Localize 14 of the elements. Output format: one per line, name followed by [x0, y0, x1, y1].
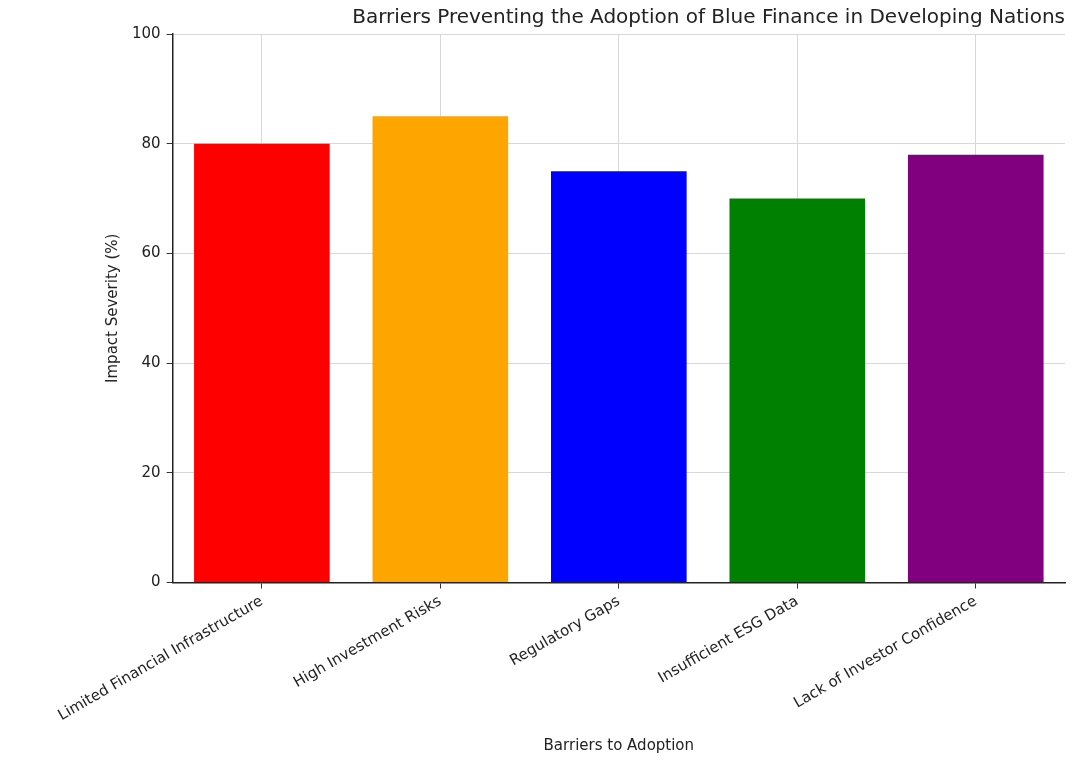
- y-tick-label: 40: [141, 353, 161, 371]
- y-tick-label: 100: [131, 23, 161, 42]
- y-axis-title: Impact Severity (%): [102, 233, 121, 383]
- y-tick-label: 0: [151, 572, 161, 591]
- x-axis-title: Barriers to Adoption: [543, 735, 695, 754]
- y-tick-label: 60: [141, 243, 161, 262]
- bar: [907, 154, 1044, 583]
- bar: [729, 198, 866, 583]
- y-tick-label: 80: [141, 133, 161, 152]
- bar: [194, 143, 330, 583]
- y-tick-label: 20: [141, 462, 161, 481]
- bar: [372, 116, 509, 583]
- bar: [551, 171, 687, 583]
- chart-title: Barriers Preventing the Adoption of Blue Finance in Developing Nations: [352, 4, 1065, 29]
